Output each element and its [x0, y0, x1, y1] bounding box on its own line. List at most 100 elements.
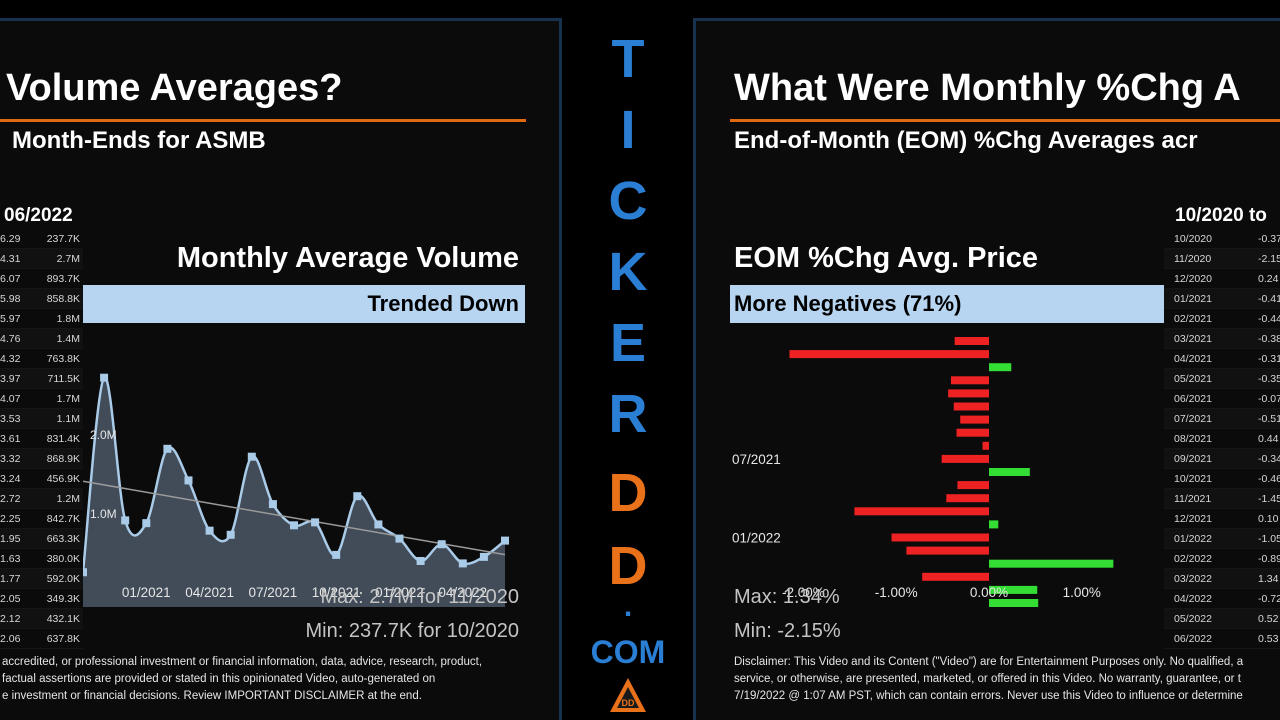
table-row: 1.63 380.0K — [0, 549, 83, 569]
table-row: 06/2022 0.53 — [1164, 629, 1280, 649]
table-cell: 0.52 — [1258, 613, 1279, 625]
table-row: 4.32 763.8K — [0, 349, 83, 369]
table-row: 4.07 1.7M — [0, 389, 83, 409]
table-cell: 1.1M — [56, 413, 80, 425]
pctchg-xtick-label: 1.00% — [1063, 585, 1101, 600]
right-disclaimer-line: 7/19/2022 @ 1:07 AM PST, which can conta… — [734, 690, 1243, 702]
table-cell: 4.31 — [0, 253, 21, 265]
volume-point — [268, 500, 277, 509]
tickerdd-brand-column: T I C K E R D D . COM DD — [566, 0, 690, 720]
table-cell: 663.3K — [46, 533, 80, 545]
right-title-rule — [730, 119, 1280, 122]
table-cell: 2.05 — [0, 593, 21, 605]
pctchg-bar — [957, 481, 989, 490]
table-cell: -0.38 — [1258, 333, 1280, 345]
volume-point — [100, 373, 109, 382]
brand-letter: E — [609, 313, 647, 373]
volume-point — [290, 521, 298, 530]
table-cell: 5.97 — [0, 313, 21, 325]
pctchg-ytick-label: 07/2021 — [732, 452, 781, 467]
table-row: 12/2021 0.10 — [1164, 509, 1280, 529]
table-row: 03/2021 -0.38 — [1164, 329, 1280, 349]
table-cell: 06/2022 — [1174, 633, 1212, 645]
table-cell: 1.2M — [56, 493, 80, 505]
table-row: 10/2020 -0.37 — [1164, 229, 1280, 249]
volume-trendline — [83, 480, 506, 556]
brand-com: COM — [590, 634, 666, 670]
table-row: 08/2021 0.44 — [1164, 429, 1280, 449]
table-row: 11/2020 -2.15 — [1164, 249, 1280, 269]
table-row: 2.06 637.8K — [0, 629, 83, 649]
table-cell: -0.07 — [1258, 393, 1280, 405]
table-cell: 02/2021 — [1174, 313, 1212, 325]
volume-xtick-label: 01/2022 — [375, 585, 424, 600]
volume-point — [332, 550, 341, 559]
volume-point — [458, 559, 467, 568]
table-cell: 04/2022 — [1174, 593, 1212, 605]
brand-dot: . — [623, 590, 633, 623]
volume-point — [311, 518, 320, 527]
volume-ytick-label: 2.0M — [90, 428, 117, 442]
table-cell: 349.3K — [46, 593, 80, 605]
table-cell: 432.1K — [46, 613, 80, 625]
table-cell: 2.06 — [0, 633, 21, 645]
pctchg-bar — [989, 599, 1039, 607]
table-cell: -0.35 — [1258, 373, 1280, 385]
right-title: What Were Monthly %Chg A — [734, 67, 1241, 109]
left-slide: Volume Averages? Month-Ends for ASMB 06/… — [0, 18, 562, 720]
pctchg-chart-title: EOM %Chg Avg. Price — [734, 242, 1039, 274]
table-cell: 3.32 — [0, 453, 21, 465]
volume-point — [479, 552, 488, 561]
table-cell: 3.24 — [0, 473, 21, 485]
pctchg-bar — [989, 585, 1038, 594]
pctchg-min-stat: Min: -2.15% — [734, 620, 841, 642]
logo-text: DD — [622, 698, 635, 708]
table-cell: -0.44 — [1258, 313, 1280, 325]
right-slide: What Were Monthly %Chg A End-of-Month (E… — [693, 18, 1280, 720]
table-cell: 1.4M — [56, 333, 80, 345]
table-cell: -0.46 — [1258, 473, 1280, 485]
table-row: 2.12 432.1K — [0, 609, 83, 629]
pctchg-bar — [946, 494, 989, 503]
pctchg-bar — [982, 441, 989, 450]
table-cell: 456.9K — [46, 473, 80, 485]
table-cell: -0.41 — [1258, 293, 1280, 305]
pctchg-bar — [960, 415, 989, 424]
table-cell: -0.51 — [1258, 413, 1280, 425]
pctchg-bar — [906, 546, 989, 555]
table-row: 04/2021 -0.31 — [1164, 349, 1280, 369]
pctchg-bar — [953, 402, 989, 411]
table-cell: -1.45 — [1258, 493, 1280, 505]
table-row: 6.07 893.7K — [0, 269, 83, 289]
pctchg-bar — [948, 389, 989, 398]
table-cell: 842.7K — [46, 513, 80, 525]
table-row: 5.97 1.8M — [0, 309, 83, 329]
table-cell: 0.44 — [1258, 433, 1279, 445]
table-cell: 380.0K — [46, 553, 80, 565]
pctchg-bar — [891, 533, 989, 542]
table-cell: 831.4K — [46, 433, 80, 445]
table-cell: 01/2022 — [1174, 533, 1212, 545]
table-cell: 2.25 — [0, 513, 21, 525]
right-disclaimer-line: service, or otherwise, are presented, ma… — [734, 673, 1241, 685]
left-date-range: 06/2022 — [4, 205, 73, 226]
pctchg-negatives-banner: More Negatives (71%) — [730, 285, 1164, 323]
volume-series-line — [83, 376, 506, 573]
table-cell: 592.0K — [46, 573, 80, 585]
table-cell: 09/2021 — [1174, 453, 1212, 465]
table-cell: -1.05 — [1258, 533, 1280, 545]
table-cell: 4.76 — [0, 333, 21, 345]
table-cell: 1.77 — [0, 573, 21, 585]
table-cell: -0.72 — [1258, 593, 1280, 605]
table-row: 07/2021 -0.51 — [1164, 409, 1280, 429]
table-cell: 4.32 — [0, 353, 21, 365]
table-row: 1.95 663.3K — [0, 529, 83, 549]
table-cell: 0.24 — [1258, 273, 1279, 285]
table-row: 05/2021 -0.35 — [1164, 369, 1280, 389]
pctchg-bar — [989, 520, 999, 529]
volume-max-stat: Max: 2.7M for 11/2020 — [320, 586, 519, 608]
table-cell: -0.89 — [1258, 553, 1280, 565]
volume-point — [83, 568, 87, 577]
volume-point — [374, 520, 383, 529]
table-cell: 07/2021 — [1174, 413, 1212, 425]
